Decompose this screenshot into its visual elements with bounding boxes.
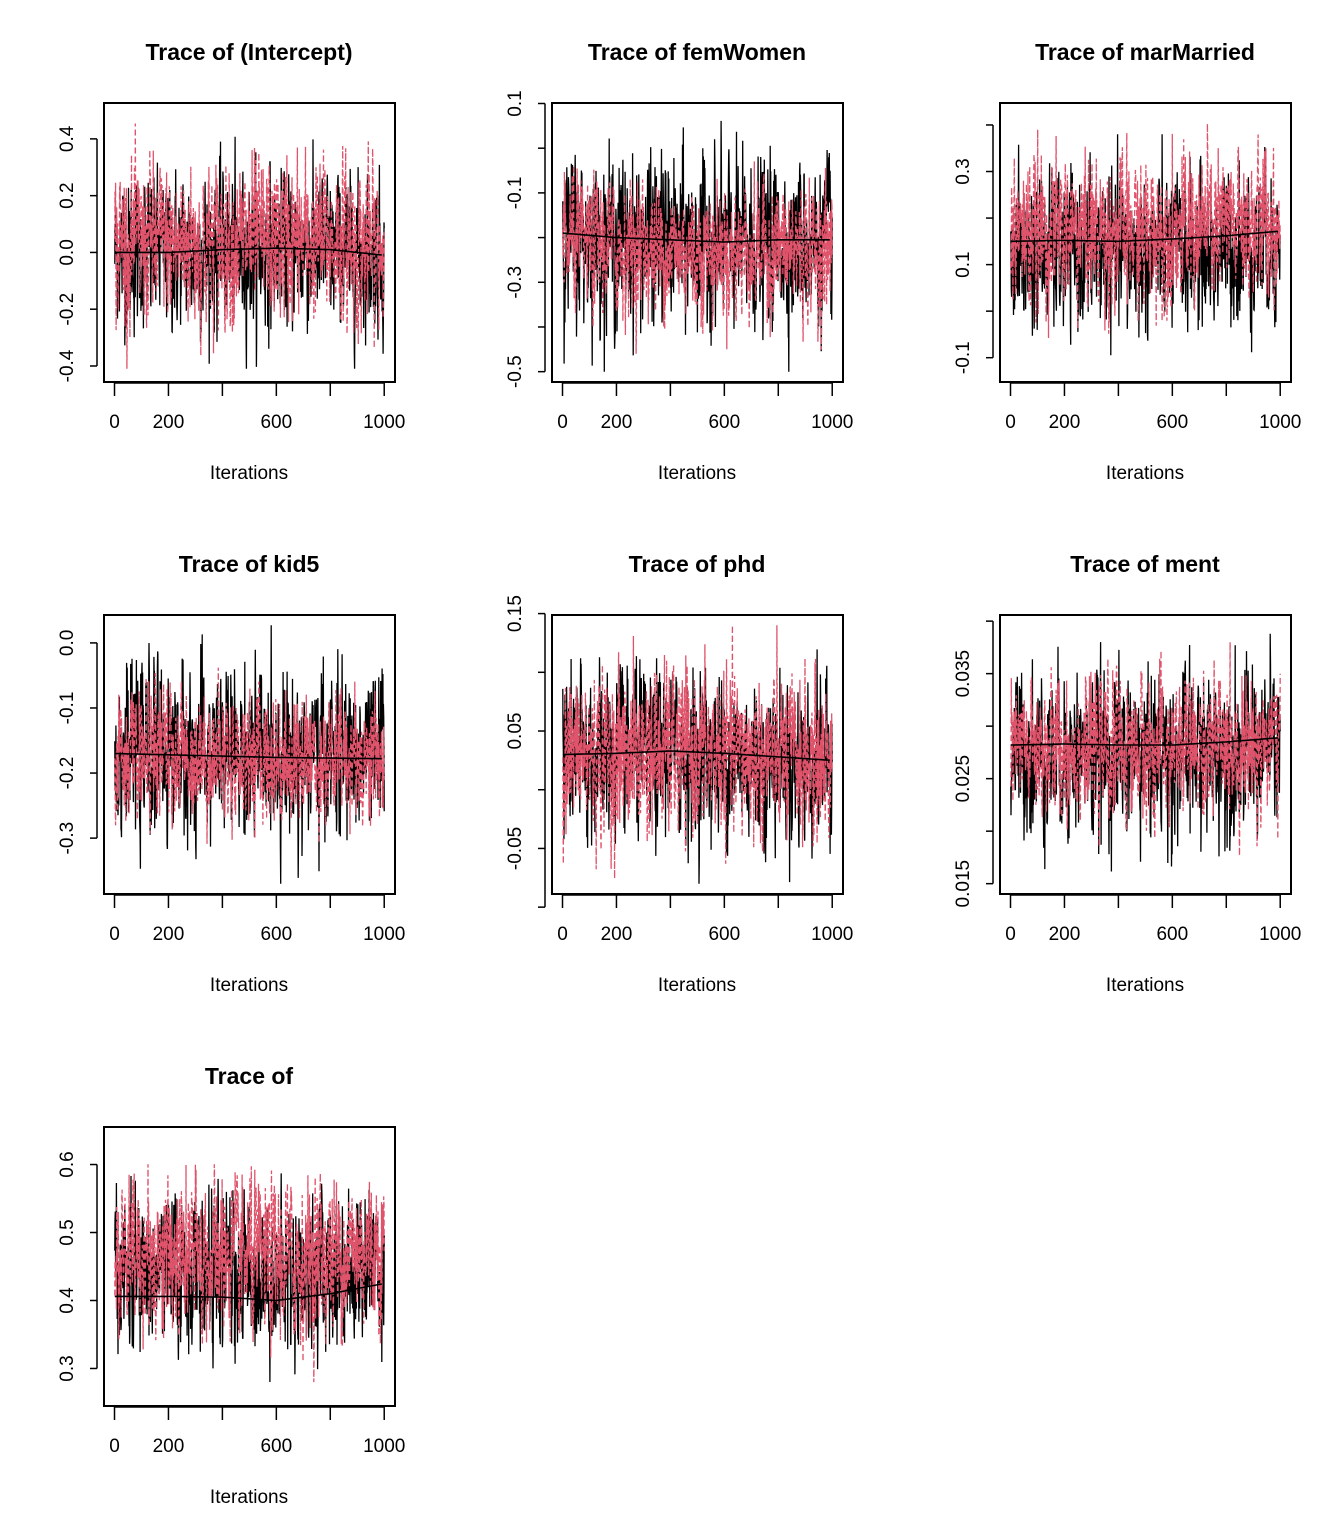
x-tick-label: 1000: [1259, 924, 1301, 945]
y-tick-label: -0.3: [505, 266, 526, 299]
x-tick-label: 1000: [811, 924, 853, 945]
x-tick-label: 1000: [363, 412, 405, 433]
x-tick-label: 600: [1156, 412, 1188, 433]
plot-box: [551, 102, 844, 383]
y-tick-label: 0.4: [57, 125, 78, 152]
x-axis-label: Iterations: [210, 975, 288, 996]
y-tick-label: 0.3: [953, 158, 974, 184]
trace-panel: Trace of ment 0 200 600 1000 Iterations 0.015 0…: [953, 551, 1301, 996]
y-tick-label: 0.2: [57, 182, 78, 208]
plot-box: [551, 614, 844, 895]
smooth-line: [114, 1283, 382, 1302]
smooth-line: [114, 247, 382, 256]
y-tick-label: 0.1: [953, 251, 974, 277]
y-tick-label: 0.5: [57, 1219, 78, 1245]
panel-title: Trace of kid5: [179, 551, 320, 577]
trace-panel: Trace of phd 0 200 600 1000 Iterations -0.05 0.…: [505, 551, 853, 996]
x-tick-label: 0: [109, 924, 120, 945]
y-tick-label: 0.0: [57, 239, 78, 265]
y-tick-label: -0.05: [505, 827, 526, 870]
y-tick-label: 0.025: [953, 755, 974, 803]
x-tick-label: 0: [109, 1436, 120, 1457]
plot-box: [103, 614, 396, 895]
y-tick-label: 0.15: [505, 595, 526, 632]
y-tick-label: 0.6: [57, 1151, 78, 1177]
x-tick-label: 1000: [363, 1436, 405, 1457]
x-tick-label: 200: [1049, 924, 1081, 945]
panel-title: Trace of femWomen: [588, 39, 806, 65]
chain-2-trace: [114, 123, 385, 369]
x-tick-label: 600: [260, 924, 292, 945]
y-tick-label: -0.3: [57, 822, 78, 855]
chain-2-trace: [114, 1164, 385, 1383]
smooth-line: [114, 752, 382, 760]
x-tick-label: 600: [708, 924, 740, 945]
y-tick-label: 0.05: [505, 713, 526, 750]
y-tick-label: 0.035: [953, 650, 974, 698]
x-tick-label: 0: [557, 924, 568, 945]
x-axis-label: Iterations: [210, 1487, 288, 1508]
x-tick-label: 0: [1005, 924, 1016, 945]
x-tick-label: 1000: [363, 924, 405, 945]
smooth-line: [1010, 230, 1278, 243]
panel-title: Trace of ment: [1070, 551, 1220, 577]
chain-2-trace: [1010, 123, 1281, 339]
x-tick-label: 600: [708, 412, 740, 433]
y-tick-label: -0.2: [57, 293, 78, 326]
chain-2-trace: [562, 161, 833, 354]
y-tick-label: 0.0: [57, 630, 78, 656]
x-tick-label: 200: [1049, 412, 1081, 433]
plot-box: [103, 1126, 396, 1407]
panel-title: Trace of marMarried: [1035, 39, 1255, 65]
x-axis-label: Iterations: [658, 463, 736, 484]
smooth-line: [562, 232, 830, 243]
panel-title: Trace of (Intercept): [145, 39, 352, 65]
y-tick-label: 0.1: [505, 90, 526, 116]
trace-panel: Trace of femWomen 0 200 600 1000 Iterations -0…: [505, 39, 853, 484]
y-tick-label: 0.4: [57, 1287, 78, 1314]
x-tick-label: 0: [109, 412, 120, 433]
x-tick-label: 200: [153, 412, 185, 433]
y-tick-label: -0.2: [57, 757, 78, 790]
trace-panel: Trace of kid5 0 200 600 1000 Iterations -0.3 -0…: [57, 551, 405, 996]
trace-panel: Trace of marMarried 0 200 600 1000 Iterations…: [953, 39, 1301, 484]
chain-2-trace: [1010, 642, 1281, 856]
y-tick-label: -0.5: [505, 355, 526, 388]
smooth-line: [1010, 737, 1278, 746]
y-tick-label: 0.015: [953, 860, 974, 908]
x-tick-label: 200: [153, 924, 185, 945]
x-axis-label: Iterations: [658, 975, 736, 996]
x-tick-label: 600: [260, 1436, 292, 1457]
x-axis-label: Iterations: [1106, 463, 1184, 484]
smooth-line: [562, 750, 830, 761]
y-tick-label: -0.1: [953, 341, 974, 374]
x-tick-label: 0: [557, 412, 568, 433]
y-tick-label: -0.4: [57, 349, 78, 382]
x-tick-label: 600: [260, 412, 292, 433]
x-tick-label: 200: [601, 412, 633, 433]
panel-title: Trace of phd: [629, 551, 766, 577]
x-axis-label: Iterations: [210, 463, 288, 484]
y-tick-label: -0.1: [505, 177, 526, 210]
x-tick-label: 200: [153, 1436, 185, 1457]
x-tick-label: 600: [1156, 924, 1188, 945]
x-tick-label: 1000: [1259, 412, 1301, 433]
panel-title: Trace of: [205, 1063, 294, 1089]
plot-box: [999, 614, 1292, 895]
plot-box: [999, 102, 1292, 383]
x-tick-label: 200: [601, 924, 633, 945]
x-tick-label: 0: [1005, 412, 1016, 433]
x-axis-label: Iterations: [1106, 975, 1184, 996]
trace-panel: Trace of (Intercept) 0 200 600 1000 Iteration…: [57, 39, 405, 484]
trace-panel: Trace of 0 200 600 1000 Iterations 0.3 0.4 0.5 0…: [57, 1063, 405, 1508]
x-tick-label: 1000: [811, 412, 853, 433]
y-tick-label: 0.3: [57, 1355, 78, 1381]
chain-2-trace: [562, 625, 833, 879]
y-tick-label: -0.1: [57, 692, 78, 725]
plot-box: [103, 102, 396, 383]
